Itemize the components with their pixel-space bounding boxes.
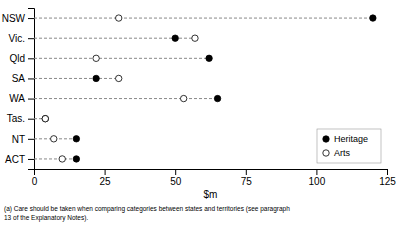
dot: [59, 156, 65, 162]
x-tick-mark: [246, 169, 247, 175]
y-tick: Tas.: [7, 113, 34, 124]
marks: [34, 15, 376, 162]
y-tick-label: NT: [12, 134, 25, 145]
dot: [116, 15, 122, 21]
x-tick-label: 0: [32, 176, 38, 187]
y-tick-mark: [28, 139, 34, 140]
dot: [370, 15, 376, 21]
x-axis-line: [35, 170, 388, 176]
x-tick: 50: [170, 169, 182, 187]
x-tick-mark: [387, 169, 388, 175]
legend-item: Heritage: [323, 134, 368, 144]
x-axis: 0 25 50 75 100 125: [32, 169, 397, 187]
dot: [214, 95, 220, 101]
legend-label: Heritage: [334, 134, 368, 144]
x-tick-mark: [316, 169, 317, 175]
dot: [73, 136, 79, 142]
legend-item: Arts: [323, 148, 351, 158]
y-tick: NT: [12, 134, 34, 145]
y-tick: WA: [9, 93, 34, 104]
y-axis-line: [28, 9, 35, 170]
y-tick-mark: [28, 38, 34, 39]
dot: [42, 115, 48, 121]
series-1: [42, 15, 198, 162]
y-tick-label: SA: [12, 73, 26, 84]
y-tick-mark: [28, 99, 34, 100]
footnote: (a) Care should be taken when comparing …: [4, 205, 290, 213]
y-tick-mark: [28, 78, 34, 79]
dot: [73, 156, 79, 162]
leader-line: [34, 58, 209, 59]
dot: [93, 55, 99, 61]
footnote: 13 of the Explanatory Notes).: [4, 214, 88, 222]
y-tick-label: Vic.: [9, 33, 26, 44]
x-tick-label: 75: [241, 176, 253, 187]
dot: [206, 55, 212, 61]
x-tick: 75: [241, 169, 253, 187]
y-tick: SA: [12, 73, 34, 84]
series-0: [42, 15, 376, 162]
legend-symbol: [323, 150, 329, 156]
dot: [93, 75, 99, 81]
dot: [51, 136, 57, 142]
y-axis: NSW Vic. Qld SA WA Tas. NT ACT: [2, 9, 35, 170]
x-tick-label: 25: [100, 176, 112, 187]
leader-line: [34, 158, 76, 159]
y-tick-label: WA: [9, 93, 25, 104]
x-tick-label: 50: [170, 176, 182, 187]
leader-line: [34, 18, 373, 19]
dot: [192, 35, 198, 41]
y-tick: ACT: [5, 154, 34, 165]
x-axis-title: $m: [204, 189, 218, 200]
legend-symbol: [323, 136, 329, 142]
y-tick-label: NSW: [2, 13, 26, 24]
y-tick-label: ACT: [5, 154, 25, 165]
leader-line: [34, 78, 119, 79]
x-tick-mark: [175, 169, 176, 175]
dot: [172, 35, 178, 41]
y-tick-label: Qld: [9, 53, 25, 64]
x-tick: 0: [32, 169, 38, 187]
y-tick: Vic.: [9, 33, 35, 44]
x-tick-mark: [105, 169, 106, 175]
y-tick: Qld: [9, 53, 34, 64]
x-tick: 25: [100, 169, 112, 187]
y-tick: NSW: [2, 13, 34, 24]
y-tick-label: Tas.: [7, 113, 25, 124]
y-tick-mark: [28, 18, 34, 19]
y-tick-mark: [28, 159, 34, 160]
legend-box: [317, 129, 381, 163]
plot: 0 25 50 75 100 125 NSW Vic. Qld SA WA Tas. NT ACT Heri…: [2, 9, 397, 188]
y-tick-mark: [28, 119, 34, 120]
x-tick-label: 100: [309, 176, 326, 187]
dot: [42, 115, 48, 121]
y-tick-mark: [28, 58, 34, 59]
leader-line: [34, 38, 195, 39]
dot: [116, 75, 122, 81]
legend: Heritage Arts: [317, 129, 381, 163]
x-tick: 100: [309, 169, 326, 187]
leader-line: [34, 98, 218, 99]
dot: [180, 95, 186, 101]
legend-label: Arts: [334, 148, 351, 158]
x-tick-label: 125: [379, 176, 396, 187]
x-tick: 125: [379, 169, 396, 187]
chart: 0 25 50 75 100 125 NSW Vic. Qld SA WA Tas. NT ACT Heri…: [0, 0, 397, 227]
